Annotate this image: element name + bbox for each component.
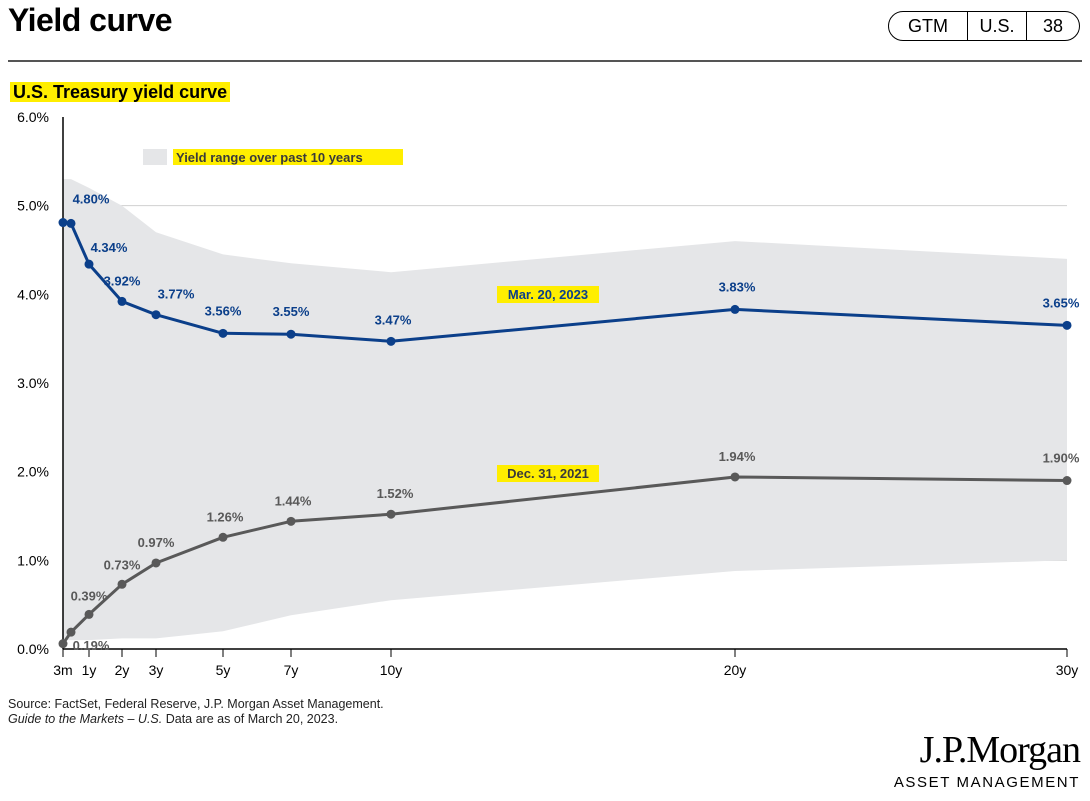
data-point bbox=[386, 336, 396, 346]
jp-morgan-logo: J.P.Morgan ASSET MANAGEMENT bbox=[893, 729, 1081, 791]
data-label: 0.73% bbox=[104, 557, 141, 572]
data-label: 1.94% bbox=[719, 449, 756, 464]
x-tick-label: 20y bbox=[724, 662, 747, 678]
data-point bbox=[1062, 476, 1072, 486]
legend-swatch-range bbox=[143, 149, 167, 165]
data-label: 4.34% bbox=[91, 240, 128, 255]
x-tick-label: 5y bbox=[216, 662, 231, 678]
x-tick-label: 30y bbox=[1056, 662, 1079, 678]
data-label: 1.52% bbox=[377, 486, 414, 501]
yield-curve-chart: 0.0% 1.0% 2.0% 3.0% 4.0% 5.0% 6.0% 3m 1y 2y 3y 5y 7y… bbox=[17, 109, 1080, 678]
series-name-label: Dec. 31, 2021 bbox=[507, 466, 589, 481]
data-label: 4.80% bbox=[73, 191, 110, 206]
data-point bbox=[117, 296, 127, 306]
x-tick-label: 1y bbox=[82, 662, 97, 678]
data-point bbox=[151, 558, 161, 568]
y-tick-label: 4.0% bbox=[17, 286, 49, 302]
y-tick-label: 5.0% bbox=[17, 198, 49, 214]
data-point bbox=[117, 579, 127, 589]
y-tick-label: 0.0% bbox=[17, 641, 49, 657]
page-title: Yield curve bbox=[8, 2, 173, 38]
data-label: 3.83% bbox=[719, 279, 756, 294]
badge-region: U.S. bbox=[968, 12, 1027, 40]
data-point bbox=[151, 310, 161, 320]
data-point bbox=[286, 516, 296, 526]
x-tick-label: 3m bbox=[53, 662, 72, 678]
y-tick-label: 2.0% bbox=[17, 464, 49, 480]
data-label: 3.65% bbox=[1043, 295, 1080, 310]
data-label: 1.90% bbox=[1043, 451, 1080, 466]
y-tick-label: 1.0% bbox=[17, 552, 49, 568]
data-point bbox=[1062, 320, 1072, 330]
data-point bbox=[84, 609, 94, 619]
data-label: 1.26% bbox=[207, 509, 244, 524]
x-tick-label: 2y bbox=[115, 662, 130, 678]
yield-range-band bbox=[63, 179, 1067, 641]
badge-gtm: GTM bbox=[889, 12, 968, 40]
series-name-label: Mar. 20, 2023 bbox=[508, 287, 588, 302]
legend-label-range: Yield range over past 10 years bbox=[176, 150, 363, 165]
data-point bbox=[218, 328, 228, 338]
data-label: 3.92% bbox=[104, 273, 141, 288]
data-date-line: Guide to the Markets – U.S. Data are as … bbox=[8, 712, 384, 727]
data-label: 0.97% bbox=[138, 535, 175, 550]
logo-subtitle: ASSET MANAGEMENT bbox=[893, 774, 1080, 791]
data-label: 3.47% bbox=[375, 312, 412, 327]
data-point bbox=[66, 218, 76, 228]
logo-wordmark: J.P.Morgan bbox=[919, 729, 1081, 771]
gtm-badge: GTM U.S. 38 bbox=[888, 11, 1080, 41]
data-point bbox=[218, 532, 228, 542]
series-tag-highlight bbox=[497, 465, 599, 482]
chart-title: U.S. Treasury yield curve bbox=[10, 82, 231, 102]
x-tick-label: 3y bbox=[149, 662, 164, 678]
data-label: 0.39% bbox=[71, 588, 108, 603]
data-point bbox=[66, 627, 76, 637]
series-tag-highlight bbox=[497, 286, 599, 303]
header-divider bbox=[8, 60, 1082, 62]
x-tick-label: 7y bbox=[284, 662, 299, 678]
data-label: 0.19% bbox=[73, 638, 110, 653]
data-point bbox=[58, 639, 68, 649]
legend-highlight bbox=[173, 149, 403, 165]
data-point bbox=[286, 329, 296, 339]
data-point bbox=[730, 304, 740, 314]
source-note: Source: FactSet, Federal Reserve, J.P. M… bbox=[8, 697, 384, 727]
x-tick-label: 10y bbox=[380, 662, 403, 678]
y-tick-label: 3.0% bbox=[17, 375, 49, 391]
guide-title: Guide to the Markets – U.S. bbox=[8, 712, 163, 726]
data-point bbox=[58, 218, 68, 228]
data-label: 3.56% bbox=[205, 303, 242, 318]
data-date-text: Data are as of March 20, 2023. bbox=[162, 712, 339, 726]
y-tick-label: 6.0% bbox=[17, 109, 49, 125]
series-line-0 bbox=[62, 221, 1068, 343]
series-line-1 bbox=[61, 475, 1068, 645]
data-point bbox=[386, 509, 396, 519]
data-label: 1.44% bbox=[275, 493, 312, 508]
badge-page-number: 38 bbox=[1042, 15, 1064, 36]
data-point bbox=[730, 472, 740, 482]
data-point bbox=[84, 259, 94, 269]
data-label: 3.55% bbox=[273, 304, 310, 319]
data-label: 3.77% bbox=[158, 287, 195, 302]
source-line: Source: FactSet, Federal Reserve, J.P. M… bbox=[8, 697, 384, 711]
